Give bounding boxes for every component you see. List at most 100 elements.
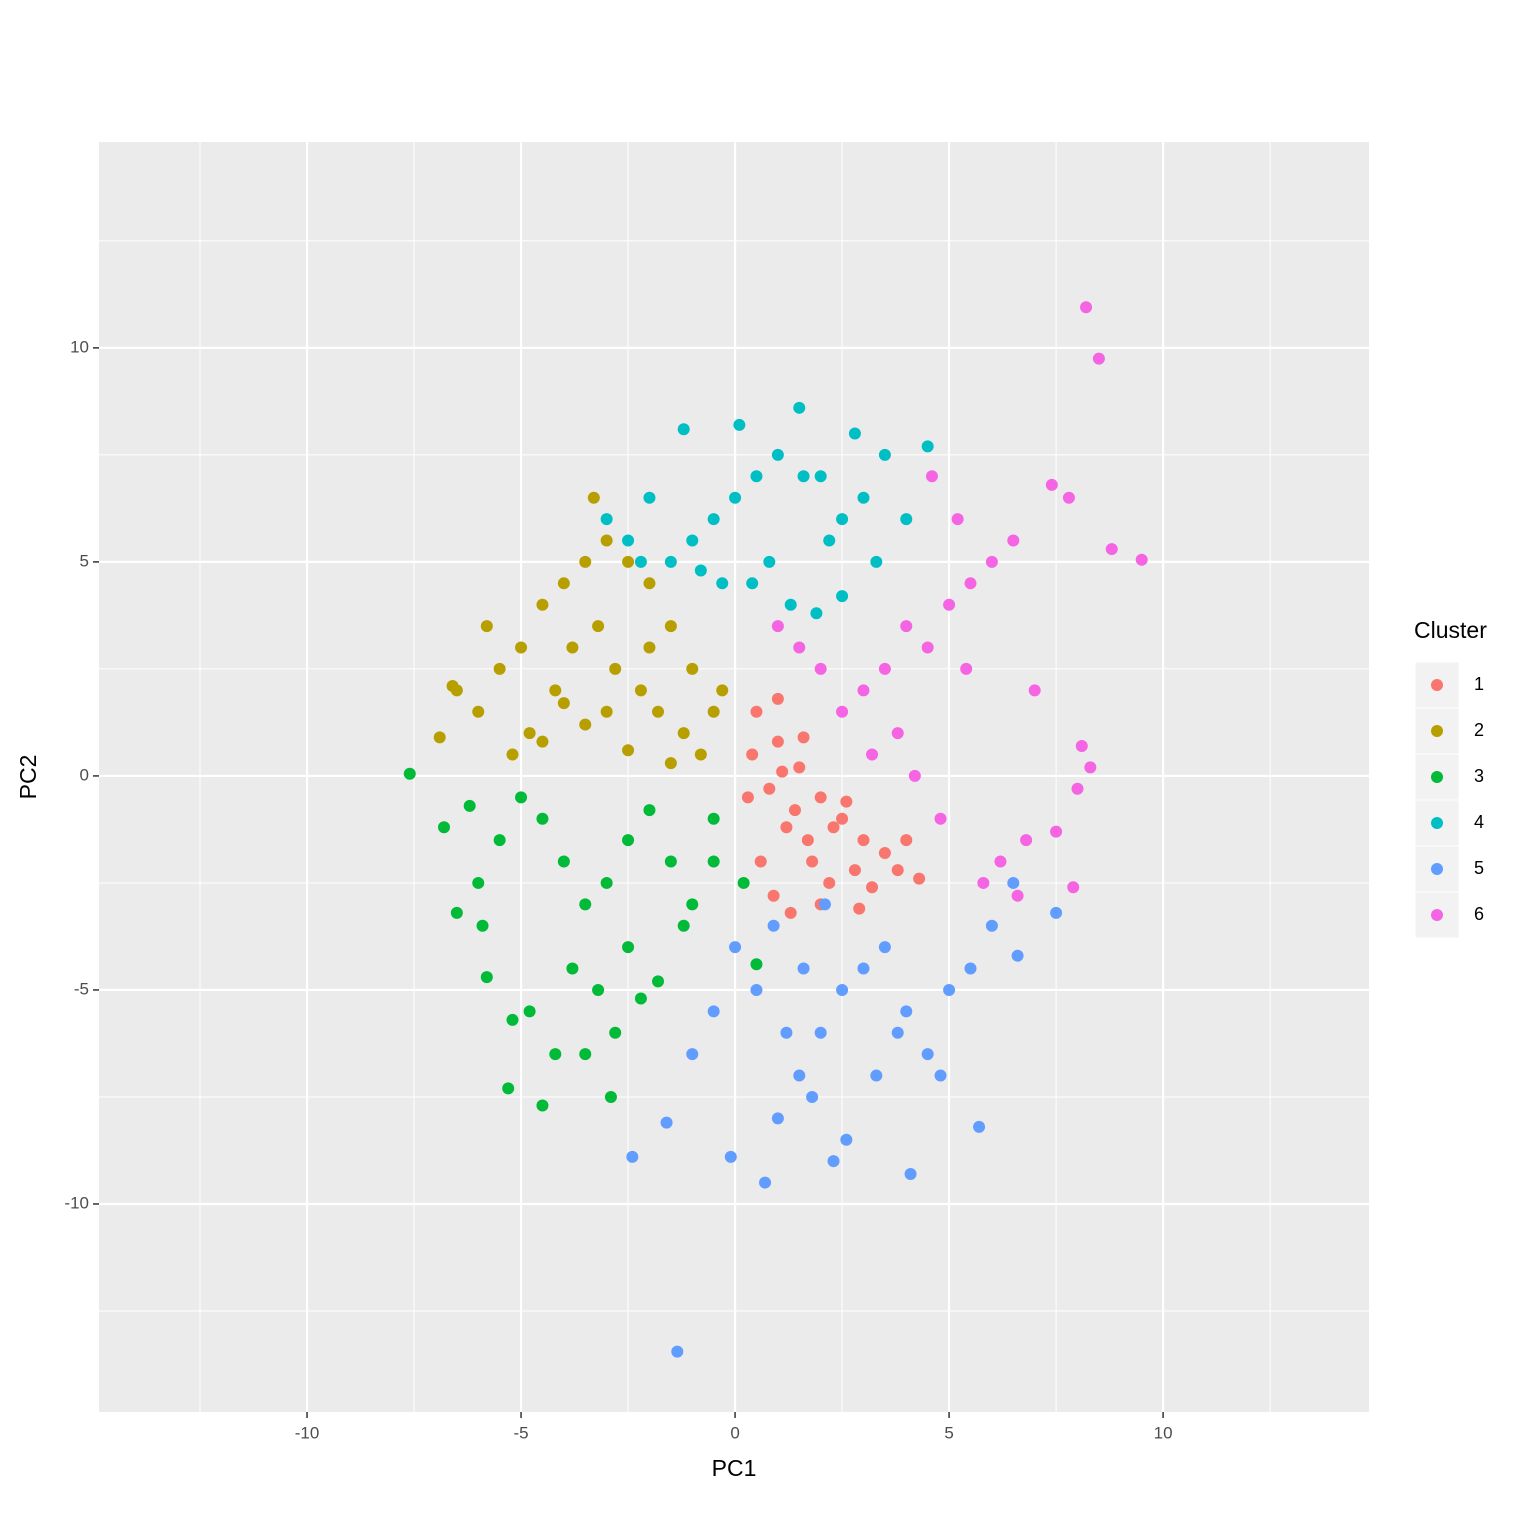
point bbox=[793, 761, 806, 774]
point bbox=[857, 491, 870, 504]
legend-marker bbox=[1431, 909, 1443, 921]
point bbox=[686, 534, 699, 547]
point bbox=[677, 919, 690, 932]
point bbox=[737, 876, 750, 889]
point bbox=[900, 1005, 913, 1018]
point bbox=[870, 555, 883, 568]
point bbox=[934, 1069, 947, 1082]
y-tick-label: -5 bbox=[74, 979, 89, 998]
point bbox=[836, 590, 849, 603]
y-tick-label: 5 bbox=[80, 551, 89, 570]
point bbox=[557, 577, 570, 590]
point bbox=[840, 1133, 853, 1146]
point bbox=[1050, 825, 1063, 838]
point bbox=[754, 855, 767, 868]
point bbox=[643, 491, 656, 504]
legend-marker bbox=[1431, 725, 1443, 737]
point bbox=[686, 1048, 699, 1061]
point bbox=[771, 735, 784, 748]
point bbox=[634, 684, 647, 697]
point bbox=[925, 470, 938, 483]
point bbox=[729, 941, 742, 954]
point bbox=[866, 748, 879, 761]
legend-marker bbox=[1431, 863, 1443, 875]
point bbox=[797, 731, 810, 744]
point bbox=[600, 705, 613, 718]
point bbox=[878, 846, 891, 859]
point bbox=[973, 1120, 986, 1133]
point bbox=[652, 975, 665, 988]
point bbox=[694, 564, 707, 577]
point bbox=[793, 1069, 806, 1082]
point bbox=[622, 534, 635, 547]
point bbox=[857, 962, 870, 975]
point bbox=[1092, 352, 1105, 365]
point bbox=[1105, 543, 1118, 556]
point bbox=[848, 427, 861, 440]
point bbox=[1062, 491, 1075, 504]
point bbox=[823, 534, 836, 547]
point bbox=[750, 983, 763, 996]
point bbox=[780, 821, 793, 834]
point bbox=[592, 620, 605, 633]
point bbox=[677, 423, 690, 436]
legend-marker bbox=[1431, 817, 1443, 829]
point bbox=[549, 1048, 562, 1061]
point bbox=[866, 881, 879, 894]
point bbox=[493, 662, 506, 675]
point bbox=[767, 919, 780, 932]
point bbox=[780, 1026, 793, 1039]
point bbox=[793, 641, 806, 654]
point bbox=[523, 1005, 536, 1018]
point bbox=[814, 662, 827, 675]
point bbox=[801, 834, 814, 847]
point bbox=[536, 1099, 549, 1112]
point bbox=[664, 855, 677, 868]
point bbox=[960, 662, 973, 675]
point bbox=[870, 1069, 883, 1082]
point bbox=[827, 821, 840, 834]
x-tick-label: 10 bbox=[1154, 1423, 1173, 1442]
y-tick-label: 0 bbox=[80, 765, 89, 784]
legend-label: 1 bbox=[1474, 674, 1484, 694]
y-tick-label: -10 bbox=[64, 1193, 89, 1212]
point bbox=[634, 555, 647, 568]
point bbox=[643, 804, 656, 817]
x-tick-label: -10 bbox=[295, 1423, 320, 1442]
point bbox=[1028, 684, 1041, 697]
point bbox=[566, 962, 579, 975]
point bbox=[1071, 782, 1084, 795]
point bbox=[767, 889, 780, 902]
point bbox=[771, 448, 784, 461]
y-axis-title: PC2 bbox=[15, 755, 41, 800]
point bbox=[557, 855, 570, 868]
point bbox=[810, 607, 823, 620]
point bbox=[771, 620, 784, 633]
point bbox=[836, 983, 849, 996]
point bbox=[1020, 834, 1033, 847]
point bbox=[566, 641, 579, 654]
point bbox=[964, 962, 977, 975]
point bbox=[994, 855, 1007, 868]
point bbox=[797, 470, 810, 483]
point bbox=[579, 898, 592, 911]
point bbox=[1075, 739, 1088, 752]
point bbox=[557, 697, 570, 710]
point bbox=[848, 864, 861, 877]
legend-label: 3 bbox=[1474, 766, 1484, 786]
point bbox=[660, 1116, 673, 1129]
point bbox=[1067, 881, 1080, 894]
point bbox=[763, 782, 776, 795]
point bbox=[622, 555, 635, 568]
point bbox=[878, 448, 891, 461]
point bbox=[797, 962, 810, 975]
point bbox=[536, 598, 549, 611]
point bbox=[694, 748, 707, 761]
x-axis-title: PC1 bbox=[712, 1455, 757, 1481]
point bbox=[793, 401, 806, 414]
point bbox=[536, 812, 549, 825]
point bbox=[716, 684, 729, 697]
point bbox=[840, 795, 853, 808]
point bbox=[827, 1155, 840, 1168]
